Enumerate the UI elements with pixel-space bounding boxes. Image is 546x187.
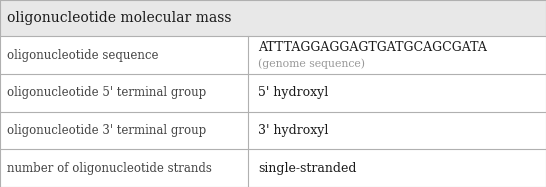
Text: oligonucleotide sequence: oligonucleotide sequence xyxy=(7,49,158,62)
Text: oligonucleotide molecular mass: oligonucleotide molecular mass xyxy=(7,11,231,25)
Text: (genome sequence): (genome sequence) xyxy=(258,58,365,69)
Text: oligonucleotide 5' terminal group: oligonucleotide 5' terminal group xyxy=(7,86,206,99)
Text: ATTTAGGAGGAGTGATGCAGCGATA: ATTTAGGAGGAGTGATGCAGCGATA xyxy=(258,41,487,53)
FancyBboxPatch shape xyxy=(0,0,546,36)
Text: 5' hydroxyl: 5' hydroxyl xyxy=(258,86,329,99)
Text: number of oligonucleotide strands: number of oligonucleotide strands xyxy=(7,162,211,175)
Text: single-stranded: single-stranded xyxy=(258,162,357,175)
Text: oligonucleotide 3' terminal group: oligonucleotide 3' terminal group xyxy=(7,124,206,137)
Text: 3' hydroxyl: 3' hydroxyl xyxy=(258,124,329,137)
